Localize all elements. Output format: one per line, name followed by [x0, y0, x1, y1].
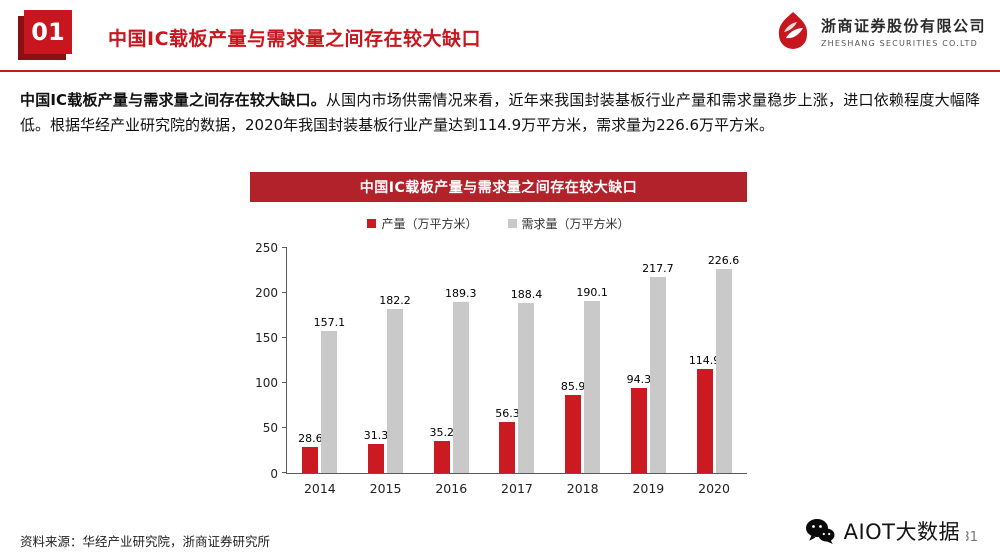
y-tick-mark — [282, 291, 287, 293]
bar-value-label: 157.1 — [313, 316, 346, 330]
demand-bar-fill — [518, 302, 535, 473]
section-number-badge: 01 — [24, 10, 72, 54]
bar-value-label: 190.1 — [576, 286, 608, 300]
plot-row: 0 50 100 150 200 250 28.6 157.1 2014 31.3 182.2 20… — [250, 242, 747, 496]
page-title: 中国IC载板产量与需求量之间存在较大缺口 — [108, 28, 482, 50]
y-tick-label: 200 — [255, 285, 278, 300]
x-axis-label: 2015 — [369, 480, 402, 496]
demand-bar: 182.2 — [379, 248, 411, 473]
bar-value-label: 114.9 — [688, 354, 721, 368]
x-axis-label: 2018 — [566, 480, 599, 496]
bar-value-label: 226.6 — [707, 253, 740, 267]
legend-label-demand: 需求量（万平方米） — [521, 216, 630, 231]
company-logo: 浙商证券股份有限公司 ZHESHANG SECURITIES CO.LTD — [773, 11, 986, 51]
production-bar: 85.9 — [561, 248, 585, 473]
production-bar: 114.9 — [689, 248, 720, 473]
bar-group-2017: 56.3 188.4 2017 — [495, 248, 542, 496]
demand-bar-fill — [452, 302, 469, 473]
x-axis-label: 2019 — [632, 480, 665, 496]
legend-label-production: 产量（万平方米） — [381, 216, 478, 231]
bar-group-2020: 114.9 226.6 2020 — [689, 248, 740, 496]
production-bar: 31.3 — [364, 248, 388, 473]
wechat-icon — [805, 518, 835, 544]
y-tick-label: 100 — [255, 376, 278, 391]
chart-title: 中国IC载板产量与需求量之间存在较大缺口 — [250, 171, 747, 202]
y-tick-mark — [282, 336, 287, 338]
bar-value-label: 56.3 — [495, 406, 520, 420]
bar-value-label: 188.4 — [510, 287, 543, 301]
x-axis-label: 2020 — [698, 480, 730, 496]
x-axis-label: 2017 — [501, 480, 533, 496]
bar-group-2018: 85.9 190.1 2018 — [561, 248, 608, 495]
y-tick-mark — [282, 381, 287, 383]
legend-item-production: 产量（万平方米） — [367, 215, 478, 232]
demand-bar-fill — [321, 331, 338, 473]
summary-lead: 中国IC载板产量与需求量之间存在较大缺口。 — [20, 91, 326, 109]
y-tick-mark — [282, 426, 287, 428]
bar-value-label: 94.3 — [626, 372, 652, 386]
y-tick-label: 0 — [270, 466, 278, 481]
demand-bar: 189.3 — [445, 248, 477, 473]
bar-value-label: 35.2 — [429, 425, 455, 439]
production-bar: 56.3 — [495, 248, 520, 473]
bar-chart: 中国IC载板产量与需求量之间存在较大缺口 产量（万平方米） 需求量（万平方米） … — [250, 171, 747, 496]
data-source-note: 资料来源：华经产业研究院，浙商证券研究所 — [20, 534, 271, 549]
bar-group-2019: 94.3 217.7 2019 — [627, 248, 674, 496]
demand-bar: 217.7 — [642, 248, 674, 473]
plot-area: 28.6 157.1 2014 31.3 182.2 2015 35.2 189.3 2016 5… — [282, 246, 747, 496]
y-tick-label: 250 — [255, 240, 278, 255]
summary-text: 从国内市场供需情况来看，近年来我国封装基板行业产量和需求量稳步上涨，进口依赖程度… — [20, 91, 980, 134]
production-bar-fill — [499, 421, 516, 473]
y-tick-mark — [282, 471, 287, 473]
demand-bar-fill — [649, 276, 666, 473]
company-name-en: ZHESHANG SECURITIES CO.LTD — [820, 38, 978, 48]
demand-bar: 157.1 — [314, 248, 345, 473]
production-bar: 35.2 — [430, 248, 454, 473]
x-axis-label: 2016 — [435, 480, 468, 496]
legend-item-demand: 需求量（万平方米） — [507, 215, 630, 232]
bar-value-label: 31.3 — [363, 429, 389, 443]
bar-group-2016: 35.2 189.3 2016 — [430, 248, 477, 495]
legend-swatch-production — [367, 218, 377, 228]
company-logo-text: 浙商证券股份有限公司 ZHESHANG SECURITIES CO.LTD — [821, 15, 986, 48]
company-name-cn: 浙商证券股份有限公司 — [820, 16, 986, 35]
y-axis-labels: 0 50 100 150 200 250 — [250, 242, 286, 480]
bar-group-2015: 31.3 182.2 2015 — [364, 248, 411, 496]
demand-bar-fill — [387, 308, 404, 473]
watermark: AIOT大数据 — [794, 512, 966, 550]
legend-swatch-demand — [507, 218, 517, 228]
bar-value-label: 182.2 — [379, 293, 411, 307]
demand-bar-fill — [584, 301, 601, 473]
summary-paragraph: 中国IC载板产量与需求量之间存在较大缺口。从国内市场供需情况来看，近年来我国封装… — [20, 88, 980, 138]
demand-bar: 188.4 — [511, 248, 542, 473]
y-tick-label: 50 — [262, 421, 278, 436]
watermark-text: AIOT大数据 — [843, 520, 960, 544]
bar-value-label: 189.3 — [445, 287, 477, 301]
slide-header: 01 中国IC载板产量与需求量之间存在较大缺口 浙商证券股份有限公司 ZHESH… — [0, 0, 1000, 72]
production-bar-fill — [696, 369, 713, 473]
section-number: 01 — [31, 18, 65, 46]
demand-bar: 226.6 — [708, 248, 739, 473]
y-tick-label: 150 — [255, 330, 278, 345]
bar-value-label: 28.6 — [298, 431, 323, 445]
chart-legend: 产量（万平方米） 需求量（万平方米） — [250, 215, 747, 232]
production-bar: 28.6 — [298, 248, 323, 473]
production-bar-fill — [368, 444, 385, 473]
demand-bar: 190.1 — [576, 248, 608, 473]
production-bar-fill — [565, 395, 582, 473]
x-axis-label: 2014 — [303, 480, 336, 496]
production-bar-fill — [630, 387, 647, 473]
production-bar-fill — [433, 440, 450, 473]
bar-group-2014: 28.6 157.1 2014 — [298, 248, 345, 495]
production-bar-fill — [302, 446, 319, 473]
y-tick-mark — [282, 246, 287, 248]
zheshang-logo-icon — [778, 12, 808, 49]
demand-bar-fill — [715, 268, 732, 473]
production-bar: 94.3 — [627, 248, 651, 473]
bar-value-label: 217.7 — [642, 261, 674, 275]
bar-value-label: 85.9 — [560, 380, 586, 394]
